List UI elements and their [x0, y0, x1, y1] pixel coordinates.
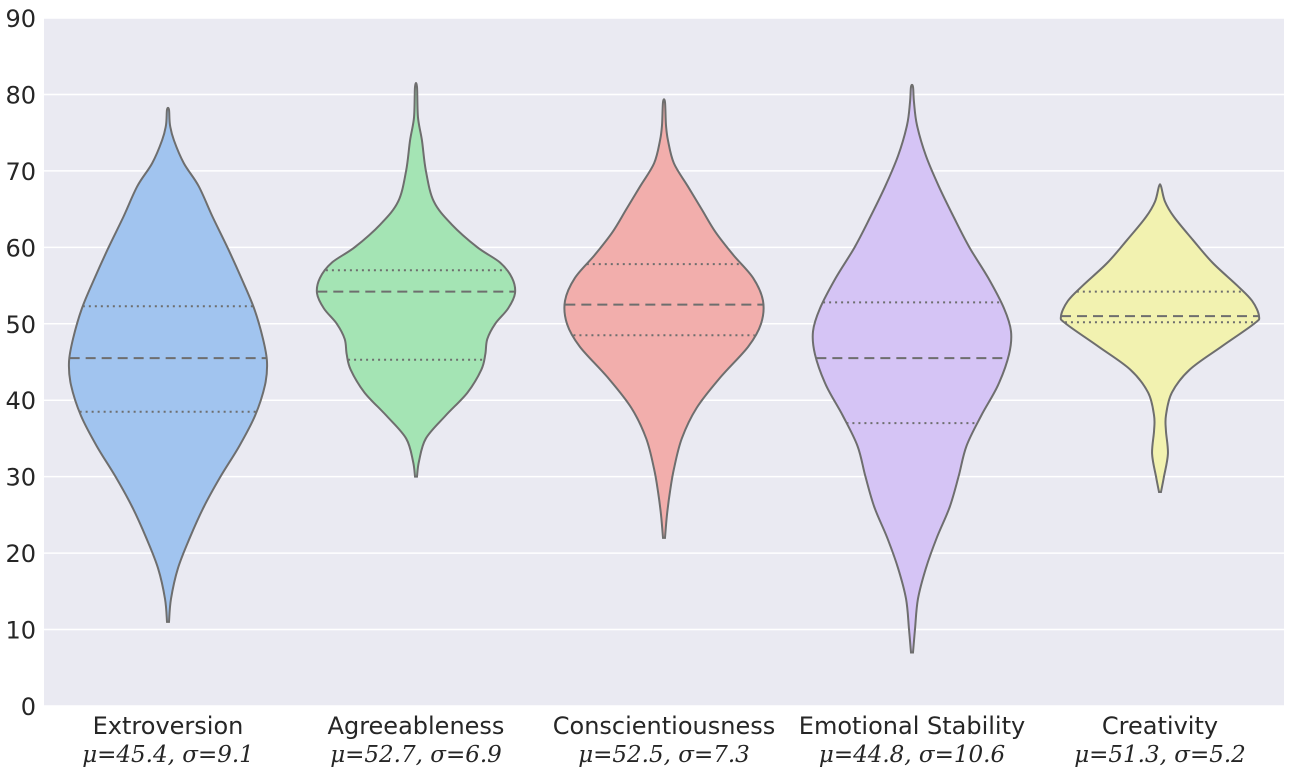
violin-body	[1059, 183, 1261, 493]
y-tick-label-70: 70	[5, 158, 36, 186]
violin-body	[811, 83, 1013, 654]
category-label: Emotional Stability	[799, 712, 1025, 740]
violin-agreeableness	[315, 81, 517, 478]
y-tick-label-20: 20	[5, 540, 36, 568]
y-tick-label-0: 0	[21, 693, 36, 721]
violin-conscientiousness	[563, 98, 765, 539]
y-tick-label-30: 30	[5, 464, 36, 492]
y-tick-label-50: 50	[5, 311, 36, 339]
y-axis-ticks: 0 10 20 30 40 50 60 70 80 90	[5, 5, 36, 721]
category-stats-label: μ=45.4, σ=9.1	[82, 742, 254, 768]
y-tick-label-10: 10	[5, 617, 36, 645]
category-label: Creativity	[1102, 712, 1218, 740]
category-label: Agreeableness	[328, 712, 505, 740]
violin-body	[67, 106, 269, 623]
y-tick-label-80: 80	[5, 81, 36, 109]
violin-extroversion	[67, 106, 269, 623]
violin-emotional-stability	[811, 83, 1013, 654]
category-stats-label: μ=52.5, σ=7.3	[578, 742, 750, 768]
violin-body	[563, 98, 765, 539]
y-tick-label-90: 90	[5, 5, 36, 33]
category-stats-label: μ=51.3, σ=5.2	[1074, 742, 1246, 768]
category-label: Extroversion	[93, 712, 244, 740]
category-label: Conscientiousness	[553, 712, 775, 740]
y-tick-label-40: 40	[5, 387, 36, 415]
violins	[67, 81, 1261, 654]
category-stats-label: μ=44.8, σ=10.6	[819, 742, 1005, 768]
violin-creativity	[1059, 183, 1261, 493]
violin-body	[315, 81, 517, 478]
category-stats-label: μ=52.7, σ=6.9	[330, 742, 502, 768]
y-tick-label-60: 60	[5, 234, 36, 262]
